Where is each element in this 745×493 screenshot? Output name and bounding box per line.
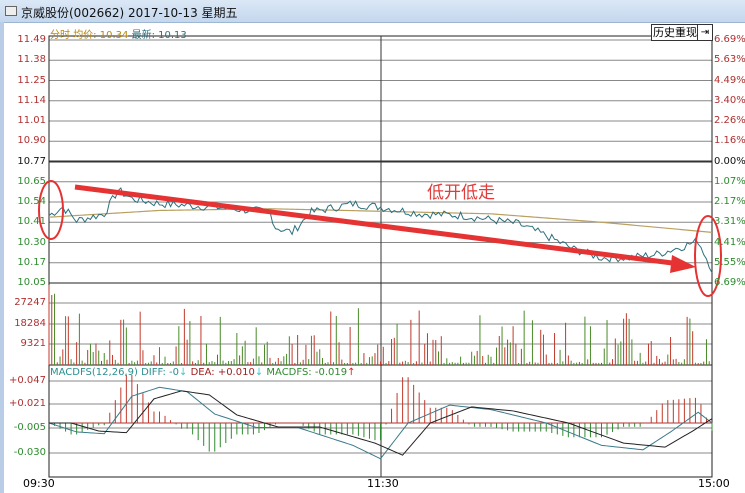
- last-value: 10.13: [158, 30, 187, 41]
- avg-value: 10.34: [99, 30, 129, 41]
- price-tick-label: 10.05: [17, 277, 46, 288]
- last-label: 最新:: [131, 30, 155, 41]
- time-tick-label: 09:30: [23, 477, 55, 490]
- macd-tick-label: +0.047: [8, 375, 46, 386]
- price-line: [48, 187, 713, 273]
- percent-tick-label: 5.55%: [714, 256, 745, 268]
- volume-tick-label: 9321: [20, 338, 46, 349]
- dea-label: DEA:: [190, 367, 215, 378]
- macd-name: MACDFS(12,26,9): [50, 367, 138, 378]
- macd-tick-label: -0.005: [13, 422, 46, 433]
- dea-line: [49, 390, 713, 456]
- trend-arrow-shaft: [74, 184, 681, 267]
- macdfs-value: -0.019: [314, 367, 348, 378]
- down-arrow-icon: ↓: [254, 367, 264, 378]
- avg-label: 均价:: [73, 30, 97, 41]
- percent-tick-label: 2.26%: [714, 115, 745, 126]
- app-icon: [5, 6, 17, 16]
- price-tick-label: 10.90: [17, 135, 46, 147]
- window-titlebar: 京威股份(002662) 2017-10-13 星期五: [0, 0, 745, 23]
- trend-arrow-head: [670, 255, 696, 273]
- percent-tick-label: 4.41%: [714, 236, 745, 248]
- diff-label: DIFF:: [141, 367, 166, 378]
- percent-tick-label: 3.40%: [714, 94, 745, 106]
- percent-tick-label: 4.49%: [714, 74, 745, 86]
- down-arrow-icon: ↓: [178, 367, 188, 378]
- price-tick-label: 10.65: [17, 175, 46, 187]
- dea-value: +0.010: [217, 367, 255, 378]
- macd-info: MACDFS(12,26,9) DIFF: -0↓ DEA: +0.010↓ M…: [50, 367, 356, 378]
- price-tick-label: 11.49: [17, 34, 46, 45]
- mode-label: 分时: [50, 30, 70, 41]
- price-tick-label: 10.54: [17, 196, 46, 207]
- percent-tick-label: 2.17%: [714, 196, 745, 207]
- percent-tick-label: 3.31%: [714, 216, 745, 228]
- annotation-text: 低开低走: [427, 183, 495, 203]
- diff-line: [48, 386, 713, 460]
- macd-tick-label: -0.030: [13, 447, 46, 458]
- price-tick-label: 11.14: [17, 94, 46, 106]
- chart-frame: [0, 22, 745, 493]
- price-tick-label: 11.38: [17, 54, 46, 66]
- up-arrow-icon: ↑: [347, 367, 356, 378]
- volume-tick-label: 18284: [14, 318, 46, 329]
- volume-tick-label: 27247: [14, 297, 46, 308]
- diff-value: -0: [169, 367, 179, 378]
- time-tick-label: 15:00: [698, 477, 730, 490]
- price-tick-label: 10.77: [17, 155, 46, 167]
- window-title: 京威股份(002662) 2017-10-13 星期五: [21, 6, 238, 20]
- percent-tick-label: 1.16%: [714, 135, 745, 147]
- average-price-line: [48, 208, 713, 233]
- price-tick-label: 10.17: [17, 256, 46, 268]
- percent-tick-label: 6.69%: [714, 34, 745, 45]
- macdfs-label: MACDFS:: [266, 367, 312, 378]
- history-replay-button[interactable]: 历史重现: [651, 24, 699, 41]
- price-tick-label: 10.30: [17, 236, 46, 248]
- highlight-ellipse-close: [694, 215, 722, 297]
- highlight-ellipse-open: [38, 180, 64, 240]
- percent-tick-label: 1.07%: [714, 175, 745, 187]
- percent-tick-label: 6.69%: [714, 277, 745, 288]
- time-tick-label: 11:30: [367, 477, 399, 490]
- price-info: 分时 均价: 10.34 最新: 10.13: [50, 26, 187, 41]
- percent-tick-label: 5.63%: [714, 54, 745, 66]
- price-tick-label: 10.41: [17, 216, 46, 228]
- price-tick-label: 11.25: [17, 74, 46, 86]
- price-tick-label: 11.01: [17, 115, 46, 126]
- arrow-to-right-icon[interactable]: ⇥: [697, 24, 713, 41]
- percent-tick-label: 0.00%: [714, 155, 745, 167]
- macd-tick-label: +0.021: [8, 398, 46, 409]
